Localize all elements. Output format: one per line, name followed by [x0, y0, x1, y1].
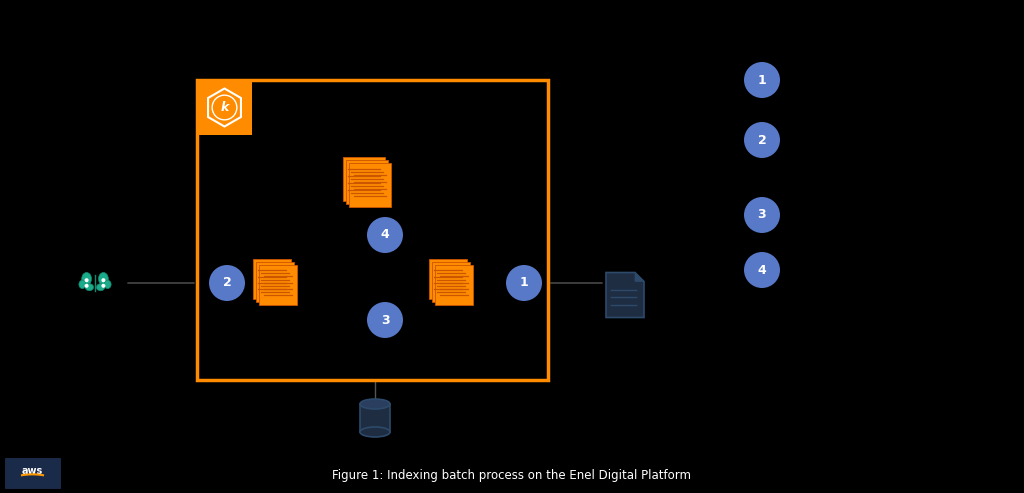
Text: 2: 2 [222, 277, 231, 289]
Circle shape [744, 62, 780, 98]
FancyBboxPatch shape [197, 80, 252, 135]
FancyBboxPatch shape [435, 265, 473, 305]
Circle shape [506, 265, 542, 301]
Text: 4: 4 [758, 263, 766, 277]
FancyBboxPatch shape [253, 259, 291, 299]
Text: 1: 1 [519, 277, 528, 289]
Circle shape [367, 217, 403, 253]
Circle shape [101, 284, 105, 288]
FancyBboxPatch shape [5, 458, 60, 488]
Circle shape [744, 197, 780, 233]
Ellipse shape [96, 283, 104, 291]
Text: aws: aws [22, 466, 43, 477]
FancyBboxPatch shape [256, 262, 294, 302]
Polygon shape [606, 273, 644, 317]
Ellipse shape [79, 280, 86, 288]
FancyBboxPatch shape [360, 404, 390, 432]
FancyBboxPatch shape [429, 259, 467, 299]
Ellipse shape [104, 280, 111, 288]
Text: 4: 4 [381, 228, 389, 242]
Polygon shape [635, 273, 644, 282]
Ellipse shape [98, 273, 109, 285]
Text: 3: 3 [381, 314, 389, 326]
FancyBboxPatch shape [259, 265, 297, 305]
Ellipse shape [85, 283, 93, 291]
Text: k: k [220, 101, 228, 114]
Circle shape [209, 265, 245, 301]
Circle shape [85, 284, 89, 288]
Circle shape [101, 278, 105, 282]
FancyBboxPatch shape [349, 163, 391, 207]
Circle shape [367, 302, 403, 338]
Text: 3: 3 [758, 209, 766, 221]
Ellipse shape [82, 273, 91, 285]
Circle shape [744, 122, 780, 158]
Ellipse shape [360, 427, 390, 437]
Text: 2: 2 [758, 134, 766, 146]
Text: Figure 1: Indexing batch process on the Enel Digital Platform: Figure 1: Indexing batch process on the … [333, 468, 691, 482]
Ellipse shape [360, 399, 390, 409]
Text: 1: 1 [758, 73, 766, 86]
Circle shape [85, 278, 89, 282]
FancyBboxPatch shape [346, 160, 388, 204]
FancyBboxPatch shape [432, 262, 470, 302]
Circle shape [744, 252, 780, 288]
FancyBboxPatch shape [343, 157, 385, 201]
